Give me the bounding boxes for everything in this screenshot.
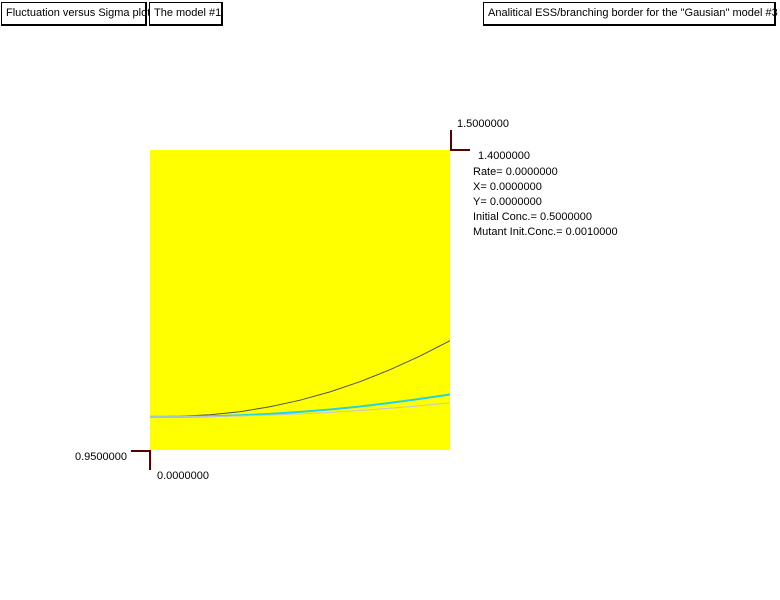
y-max-label: 1.5000000	[457, 118, 509, 130]
series-layer	[150, 340, 450, 418]
mutant-init-conc-readout: Mutant Init.Conc.= 0.0010000	[473, 226, 618, 238]
axis-corner-top-right-horizontal	[450, 149, 470, 151]
x-max-label: 1.4000000	[478, 150, 530, 162]
rate-readout: Rate= 0.0000000	[473, 166, 558, 178]
x-min-label: 0.0000000	[157, 470, 209, 482]
analytical-ess-border-button[interactable]: Analitical ESS/branching border for the …	[483, 2, 778, 26]
x-readout: X= 0.0000000	[473, 181, 542, 193]
model-1-button[interactable]: The model #1	[149, 2, 223, 26]
plot-canvas	[150, 150, 450, 450]
initial-conc-readout: Initial Conc.= 0.5000000	[473, 211, 592, 223]
axis-corner-top-right-vertical	[450, 130, 452, 151]
plot-background	[150, 150, 450, 450]
plot-area[interactable]	[150, 150, 450, 450]
fluctuation-vs-sigma-button[interactable]: Fluctuation versus Sigma plot	[1, 2, 150, 26]
y-readout: Y= 0.0000000	[473, 196, 542, 208]
series-line-1	[150, 340, 450, 418]
axis-corner-bottom-left-horizontal	[131, 450, 151, 452]
axis-corner-bottom-left-vertical	[149, 450, 151, 470]
y-min-label: 0.9500000	[75, 451, 127, 463]
series-line-3	[150, 402, 450, 418]
